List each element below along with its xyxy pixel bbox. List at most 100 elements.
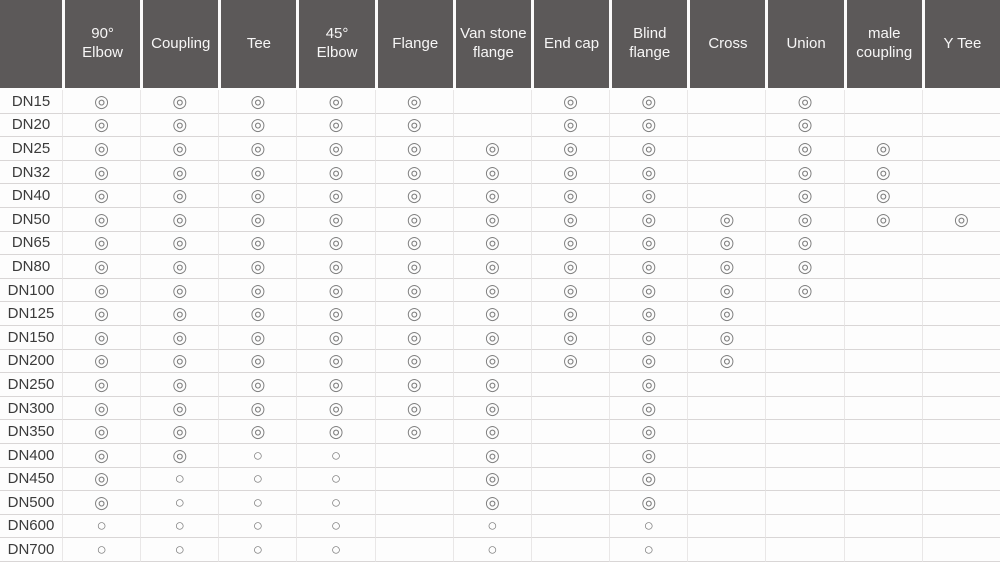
bullseye-icon: ◎	[328, 398, 344, 418]
bullseye-icon: ◎	[563, 280, 578, 300]
cell-dn65-y-tee	[921, 231, 1000, 256]
table-row-dn50: DN50 ◎ ◎ ◎ ◎ ◎ ◎ ◎ ◎ ◎ ◎ ◎ ◎	[0, 207, 1000, 232]
circle-icon: ○	[252, 445, 264, 465]
row-label-dn300: DN300	[0, 397, 62, 421]
cell-dn50-van-stone-flange: ◎	[452, 207, 531, 232]
cell-dn100-flange: ◎	[374, 278, 453, 303]
header-cell-flange: Flange	[374, 0, 453, 88]
row-label-dn150: DN150	[0, 326, 62, 350]
bullseye-icon: ◎	[250, 256, 266, 276]
cell-dn125-end-cap: ◎	[530, 302, 610, 326]
bullseye-icon: ◎	[484, 422, 500, 442]
table-row-dn125: DN125 ◎ ◎ ◎ ◎ ◎ ◎ ◎ ◎ ◎	[0, 302, 1000, 326]
cell-dn32-cross	[687, 160, 766, 185]
cell-dn80-blind-flange: ◎	[609, 255, 688, 279]
table-row-dn150: DN150 ◎ ◎ ◎ ◎ ◎ ◎ ◎ ◎ ◎	[0, 325, 1000, 350]
cell-dn450-tee: ○	[218, 467, 297, 492]
cell-dn80-tee: ◎	[218, 255, 297, 279]
cell-dn150-flange: ◎	[374, 325, 453, 350]
cell-dn400-45-elbow: ○	[296, 443, 375, 468]
cell-dn32-90-elbow: ◎	[62, 160, 141, 185]
header-cell-coupling: Coupling	[140, 0, 218, 88]
cell-dn700-van-stone-flange: ○	[452, 538, 531, 562]
circle-icon: ○	[330, 540, 342, 560]
bullseye-icon: ◎	[172, 162, 188, 182]
cell-dn25-blind-flange: ◎	[609, 137, 688, 161]
cell-dn100-male-coupling	[843, 278, 922, 303]
bullseye-icon: ◎	[719, 304, 735, 324]
bullseye-icon: ◎	[641, 351, 657, 371]
cell-dn300-45-elbow: ◎	[296, 396, 375, 421]
table-row-dn32: DN32 ◎ ◎ ◎ ◎ ◎ ◎ ◎ ◎ ◎ ◎	[0, 160, 1000, 185]
cell-dn15-van-stone-flange	[452, 90, 531, 114]
bullseye-icon: ◎	[406, 162, 422, 182]
bullseye-icon: ◎	[94, 492, 109, 512]
cell-dn450-cross	[687, 467, 766, 492]
cell-dn15-y-tee	[921, 90, 1000, 114]
circle-icon: ○	[174, 516, 185, 536]
row-label-dn350: DN350	[0, 420, 62, 444]
row-label-dn25: DN25	[0, 137, 62, 161]
cell-dn125-45-elbow: ◎	[296, 302, 375, 326]
bullseye-icon: ◎	[719, 280, 735, 300]
bullseye-icon: ◎	[328, 91, 344, 111]
cell-dn40-coupling: ◎	[140, 184, 219, 208]
bullseye-icon: ◎	[484, 492, 500, 512]
cell-dn40-van-stone-flange: ◎	[452, 184, 531, 208]
bullseye-icon: ◎	[94, 374, 109, 394]
bullseye-icon: ◎	[563, 256, 578, 276]
cell-dn50-tee: ◎	[218, 207, 297, 232]
header-cell-cross: Cross	[687, 0, 765, 88]
bullseye-icon: ◎	[406, 422, 422, 442]
cell-dn25-tee: ◎	[218, 137, 297, 161]
cell-dn150-blind-flange: ◎	[609, 325, 688, 350]
row-label-dn80: DN80	[0, 255, 62, 279]
table-row-dn80: DN80 ◎ ◎ ◎ ◎ ◎ ◎ ◎ ◎ ◎ ◎	[0, 255, 1000, 279]
cell-dn50-90-elbow: ◎	[62, 207, 141, 232]
cell-dn125-van-stone-flange: ◎	[452, 302, 531, 326]
cell-dn600-cross	[687, 514, 766, 539]
bullseye-icon: ◎	[406, 91, 422, 111]
cell-dn250-tee: ◎	[218, 373, 297, 397]
bullseye-icon: ◎	[875, 162, 891, 182]
header-cell-45-elbow: 45° Elbow	[296, 0, 374, 88]
bullseye-icon: ◎	[172, 327, 188, 347]
cell-dn32-coupling: ◎	[140, 160, 219, 185]
cell-dn25-end-cap: ◎	[530, 137, 610, 161]
cell-dn700-blind-flange: ○	[609, 538, 688, 562]
bullseye-icon: ◎	[797, 233, 813, 253]
bullseye-icon: ◎	[94, 304, 109, 324]
bullseye-icon: ◎	[250, 398, 266, 418]
header-cell-union: Union	[765, 0, 843, 88]
bullseye-icon: ◎	[172, 256, 188, 276]
cell-dn400-90-elbow: ◎	[62, 443, 141, 468]
cell-dn250-flange: ◎	[374, 373, 453, 397]
bullseye-icon: ◎	[94, 91, 109, 111]
table-header-row: 90° Elbow Coupling Tee 45° Elbow Flange Van s…	[0, 0, 1000, 90]
circle-icon: ○	[174, 540, 185, 560]
cell-dn450-blind-flange: ◎	[609, 467, 688, 492]
cell-dn600-90-elbow: ○	[62, 514, 141, 539]
cell-dn500-tee: ○	[218, 491, 297, 515]
cell-dn300-coupling: ◎	[140, 396, 219, 421]
bullseye-icon: ◎	[641, 374, 657, 394]
cell-dn350-van-stone-flange: ◎	[452, 420, 531, 444]
cell-dn450-flange	[374, 467, 453, 492]
circle-icon: ○	[252, 540, 264, 560]
circle-icon: ○	[252, 516, 264, 536]
cell-dn100-cross: ◎	[687, 278, 766, 303]
bullseye-icon: ◎	[250, 186, 266, 206]
bullseye-icon: ◎	[641, 233, 657, 253]
cell-dn50-y-tee: ◎	[921, 207, 1000, 232]
cell-dn125-y-tee	[921, 302, 1000, 326]
cell-dn150-y-tee	[921, 325, 1000, 350]
bullseye-icon: ◎	[484, 304, 500, 324]
cell-dn250-van-stone-flange: ◎	[452, 373, 531, 397]
row-label-dn20: DN20	[0, 114, 62, 138]
bullseye-icon: ◎	[641, 115, 657, 135]
bullseye-icon: ◎	[250, 422, 266, 442]
bullseye-icon: ◎	[172, 422, 188, 442]
row-label-dn65: DN65	[0, 232, 62, 256]
cell-dn65-90-elbow: ◎	[62, 231, 141, 256]
cell-dn300-cross	[687, 396, 766, 421]
